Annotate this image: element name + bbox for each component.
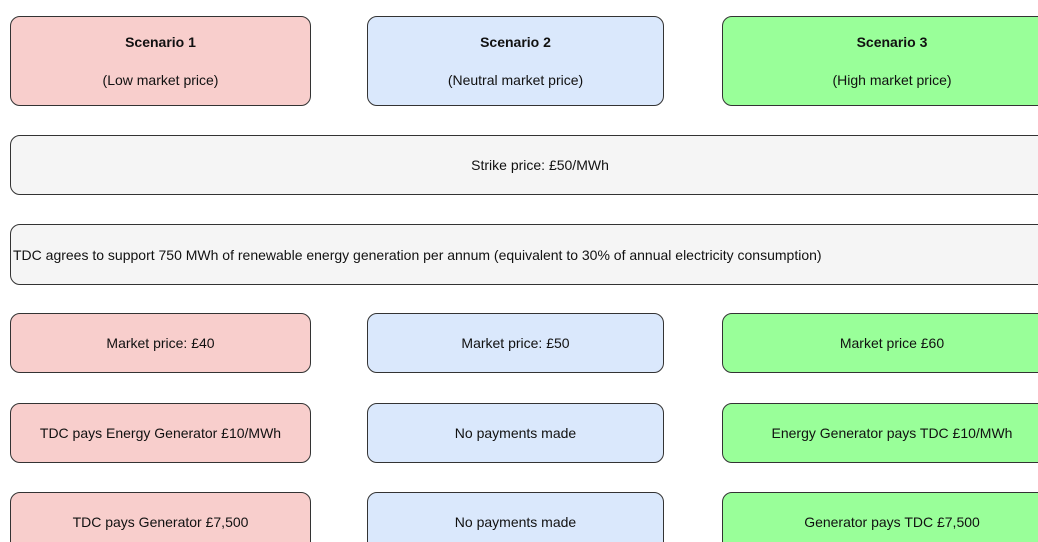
payment-rate: Energy Generator pays TDC £10/MWh (771, 425, 1013, 441)
scenario-subtitle: (Neutral market price) (447, 72, 584, 88)
strike-price-box: Strike price: £50/MWh (10, 135, 1038, 195)
scenario-header: Scenario 1 (Low market price) (10, 16, 311, 106)
market-price: Market price: £50 (461, 335, 570, 351)
payment-rate-box: Energy Generator pays TDC £10/MWh (722, 403, 1038, 463)
market-price: Market price £60 (839, 335, 945, 351)
scenario-subtitle: (High market price) (832, 72, 952, 88)
payment-rate: No payments made (454, 425, 577, 441)
scenario-title: Scenario 2 (480, 34, 551, 50)
market-price-box: Market price: £40 (10, 313, 311, 373)
payment-total-box: Generator pays TDC £7,500 (722, 492, 1038, 542)
agreement: TDC agrees to support 750 MWh of renewab… (13, 246, 822, 263)
payment-total-box: TDC pays Generator £7,500 (10, 492, 311, 542)
payment-total: TDC pays Generator £7,500 (72, 514, 249, 530)
market-price-box: Market price: £50 (367, 313, 664, 373)
payment-rate-box: No payments made (367, 403, 664, 463)
scenario-title: Scenario 3 (856, 34, 928, 50)
payment-total-box: No payments made (367, 492, 664, 542)
scenario-header: Scenario 2 (Neutral market price) (367, 16, 664, 106)
scenario-title: Scenario 1 (125, 34, 196, 50)
payment-rate: TDC pays Energy Generator £10/MWh (39, 425, 282, 441)
payment-total: Generator pays TDC £7,500 (804, 514, 980, 530)
scenario-subtitle: (Low market price) (102, 72, 219, 88)
payment-total: No payments made (454, 514, 577, 530)
market-price-box: Market price £60 (722, 313, 1038, 373)
agreement-box: TDC agrees to support 750 MWh of renewab… (10, 224, 1038, 285)
scenario-header: Scenario 3 (High market price) (722, 16, 1038, 106)
market-price: Market price: £40 (106, 335, 215, 351)
payment-rate-box: TDC pays Energy Generator £10/MWh (10, 403, 311, 463)
strike-price: Strike price: £50/MWh (471, 157, 609, 173)
